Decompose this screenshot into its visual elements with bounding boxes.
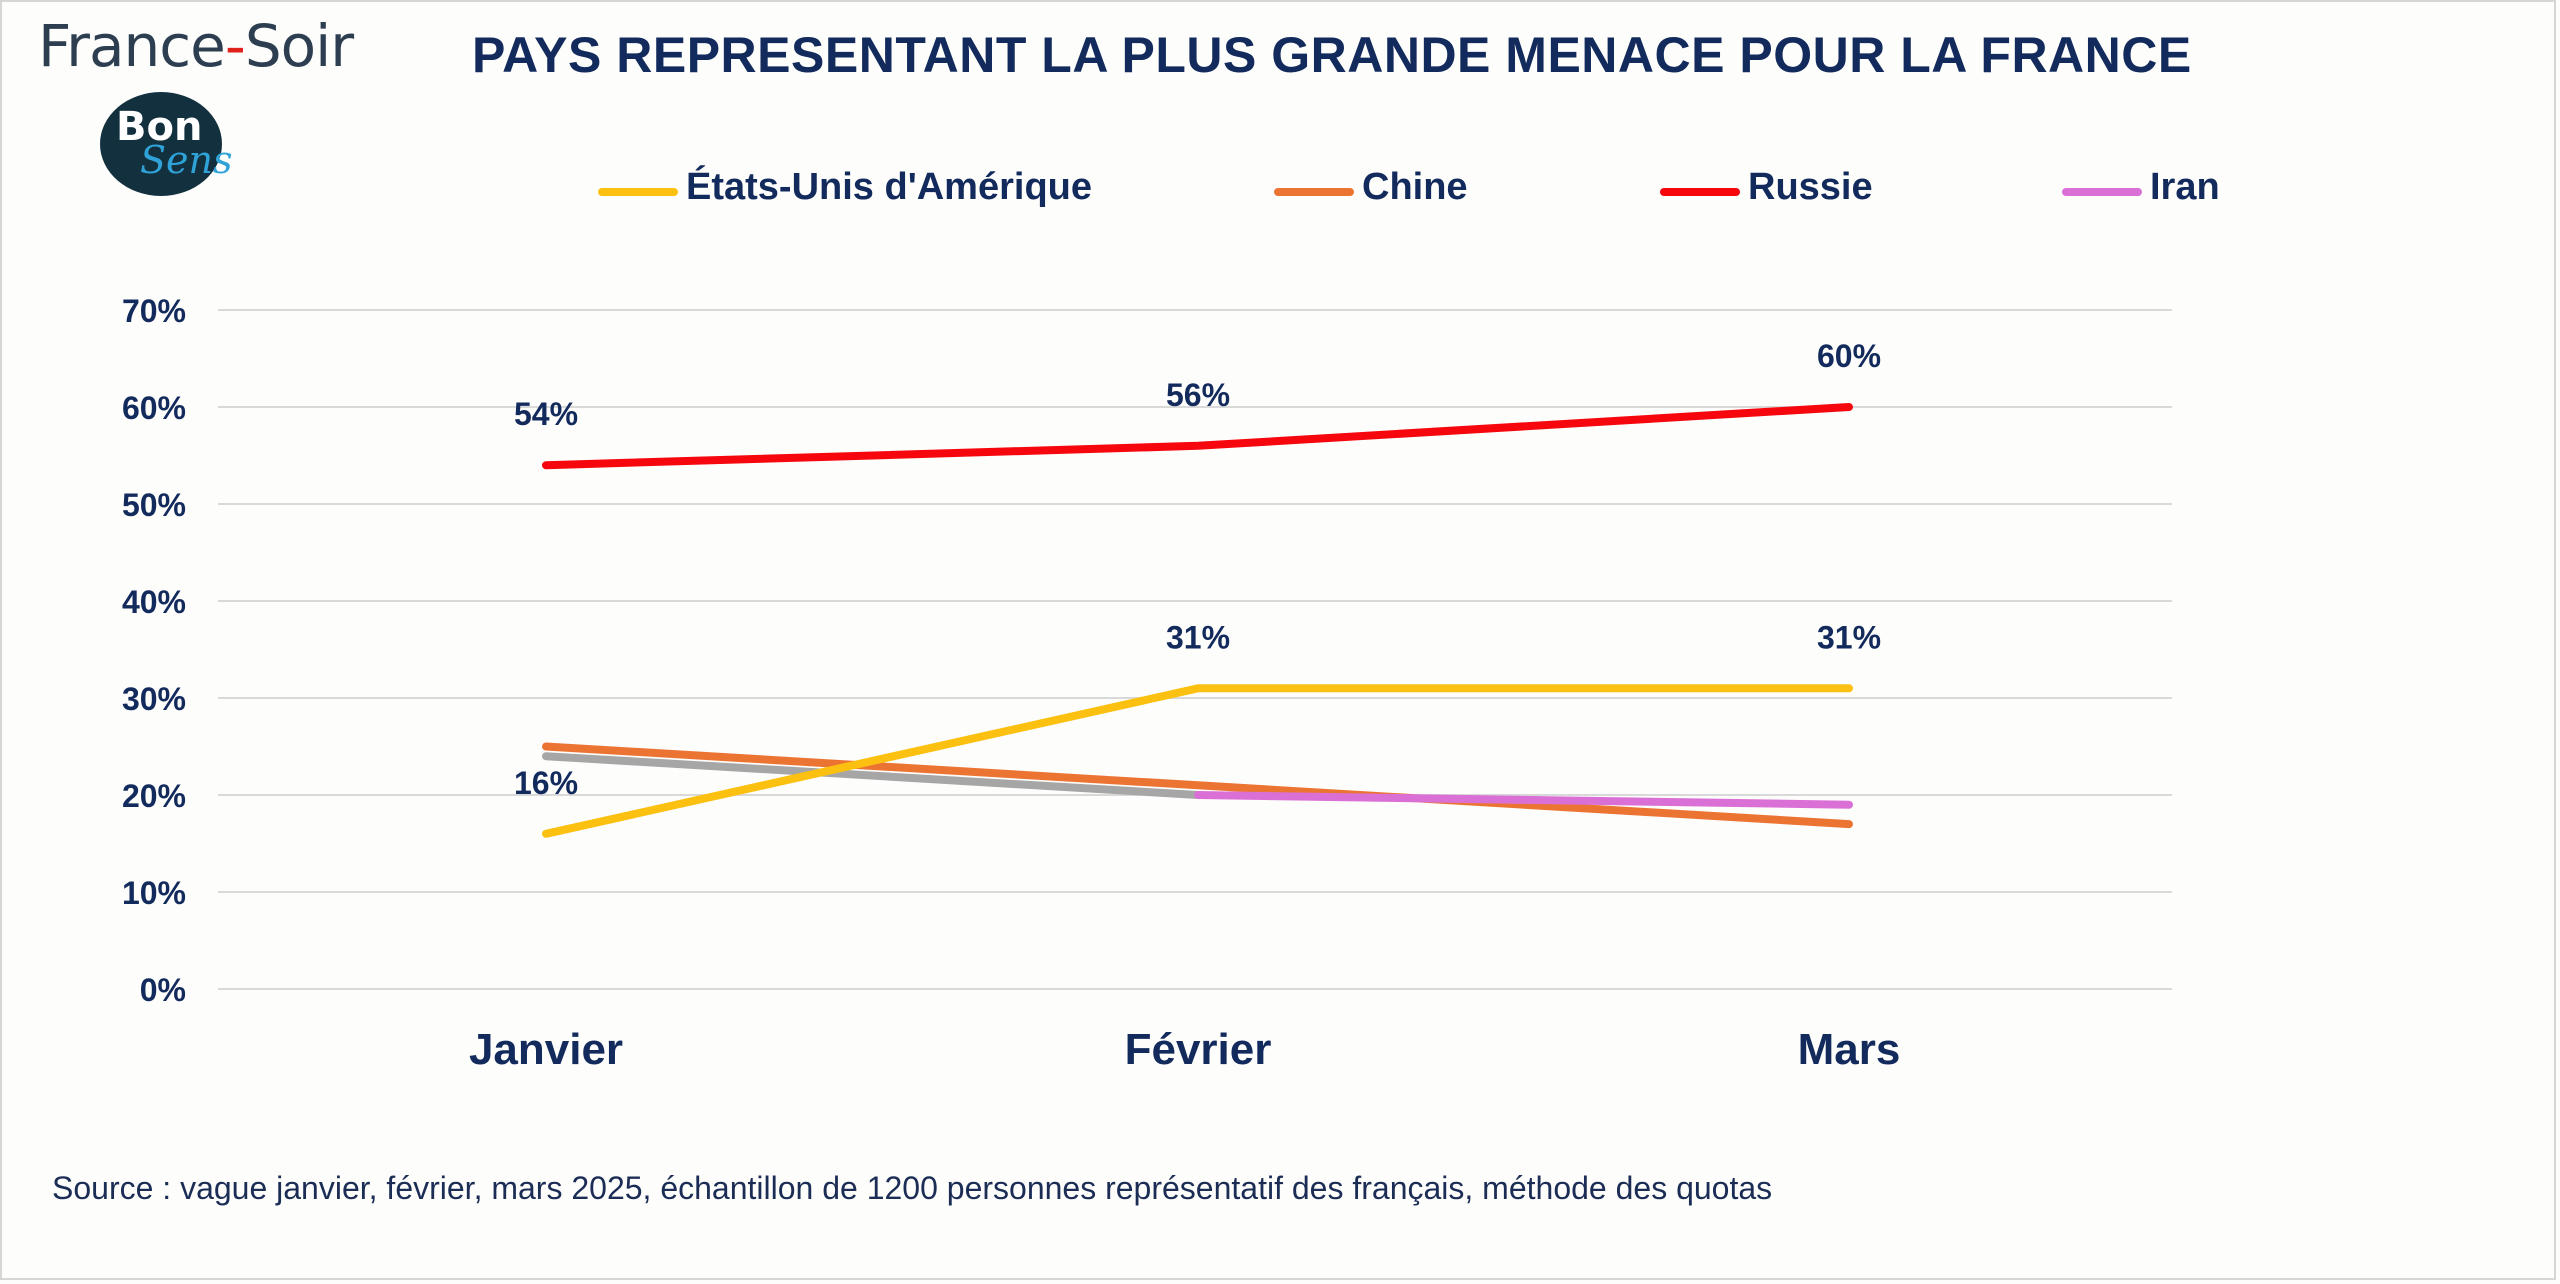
badge-line2: Sens [140, 138, 233, 182]
legend-swatch-usa [598, 188, 678, 196]
x-tick-label: Mars [1798, 1025, 1901, 1074]
source-note: Source : vague janvier, février, mars 20… [52, 1170, 1773, 1206]
y-tick-label: 20% [122, 778, 186, 814]
legend-swatch-chine [1274, 188, 1354, 196]
legend-label-chine: Chine [1362, 166, 1468, 208]
data-label: 16% [514, 765, 578, 801]
y-tick-label: 30% [122, 681, 186, 717]
data-label: 60% [1817, 338, 1881, 374]
legend-label-usa: États-Unis d'Amérique [686, 166, 1092, 208]
legend-swatch-russie [1660, 188, 1740, 196]
legend-label-iran: Iran [2150, 166, 2220, 208]
series-line [542, 742, 1853, 829]
x-tick-label: Février [1125, 1025, 1272, 1074]
data-label: 54% [514, 396, 578, 432]
brand-logo: France-Soir [38, 12, 354, 80]
data-label: 31% [1817, 619, 1881, 655]
series-line [542, 752, 1202, 799]
legend-label-russie: Russie [1748, 166, 1873, 208]
legend-swatch-iran [2062, 188, 2142, 196]
x-tick-label: Janvier [469, 1025, 623, 1074]
data-label: 31% [1166, 619, 1230, 655]
data-label: 56% [1166, 377, 1230, 413]
y-tick-label: 70% [122, 293, 186, 329]
series-line [1194, 791, 1853, 809]
y-tick-label: 40% [122, 584, 186, 620]
bon-sens-logo: Bon Sens [100, 92, 233, 196]
y-tick-label: 60% [122, 390, 186, 426]
y-tick-label: 0% [140, 972, 186, 1008]
series-line [542, 684, 1853, 838]
y-tick-label: 50% [122, 487, 186, 523]
chart-title: PAYS REPRESENTANT LA PLUS GRANDE MENACE … [472, 27, 2192, 83]
series-line [542, 403, 1853, 470]
badge-line1: Bon [116, 104, 203, 150]
y-tick-label: 10% [122, 875, 186, 911]
